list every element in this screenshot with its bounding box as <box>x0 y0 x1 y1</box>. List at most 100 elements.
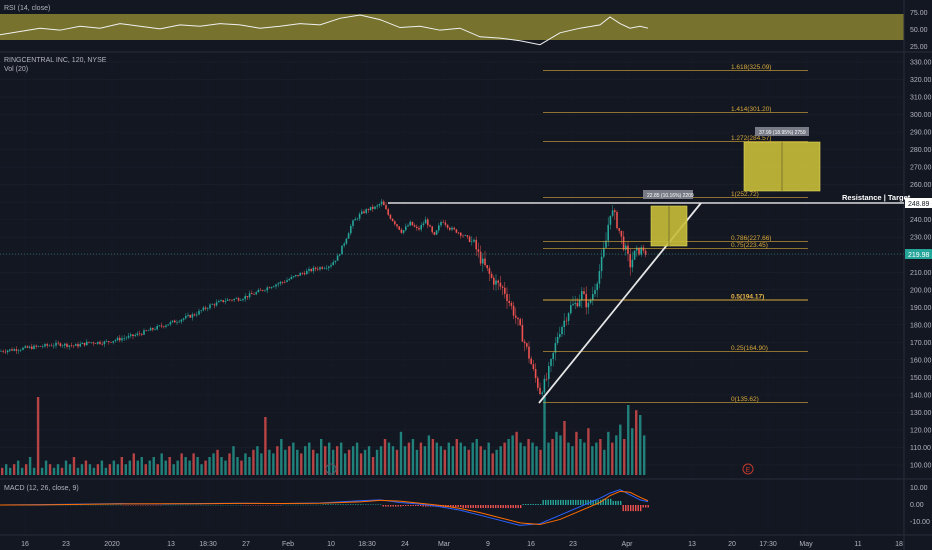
volume-bar <box>511 435 514 475</box>
candle-body <box>123 338 125 339</box>
volume-bar <box>316 453 319 475</box>
macd-histogram-bar <box>400 505 402 507</box>
volume-bar <box>24 464 28 475</box>
candle-body <box>92 342 95 344</box>
macd-histogram-bar <box>555 499 557 505</box>
candle-body <box>4 351 7 353</box>
macd-histogram-bar <box>417 505 419 507</box>
candle-body <box>424 219 427 224</box>
macd-histogram-bar <box>335 504 337 505</box>
candle-body <box>81 342 84 345</box>
price-tick-label: 230.00 <box>910 235 932 242</box>
candle-body <box>154 329 156 330</box>
candle-body <box>365 209 367 214</box>
candle-body <box>229 299 231 301</box>
volume-bar <box>184 457 187 475</box>
volume-bar <box>272 453 275 475</box>
candle-body <box>13 349 15 351</box>
candle-body <box>504 287 506 294</box>
price-tick-label: 290.00 <box>910 130 932 137</box>
time-tick-label: 23 <box>62 541 70 548</box>
volume-bar <box>623 439 626 475</box>
candle-body <box>61 345 64 347</box>
volume-bar <box>551 439 554 475</box>
price-tick-label: 270.00 <box>910 165 932 172</box>
macd-histogram-bar <box>550 499 552 505</box>
candle-body <box>422 223 425 226</box>
earnings-marker-glyph: E <box>746 467 751 474</box>
macd-histogram-bar <box>480 505 482 509</box>
candle-body <box>231 299 233 301</box>
volume-bar <box>491 453 494 475</box>
time-tick-label: May <box>799 541 813 548</box>
candle-body <box>374 206 376 209</box>
volume-bar <box>256 446 259 475</box>
candle-body <box>521 325 524 342</box>
volume-bar <box>132 453 135 475</box>
candle-body <box>398 226 400 230</box>
volume-bar <box>168 457 171 475</box>
candle-body <box>187 315 189 317</box>
candle-body <box>189 315 191 318</box>
candle-body <box>376 205 378 207</box>
candle-body <box>510 302 513 306</box>
macd-histogram-bar <box>637 505 639 512</box>
volume-bar <box>339 442 343 475</box>
candle-body <box>215 302 218 306</box>
candle-body <box>301 273 304 274</box>
candle-body <box>176 322 178 323</box>
candle-body <box>411 221 414 226</box>
volume-bar <box>487 442 490 475</box>
candle-body <box>528 346 530 359</box>
volume-bar <box>351 446 355 475</box>
candle-body <box>308 269 310 271</box>
candle-body <box>145 330 147 331</box>
price-tick-label: 120.00 <box>910 427 932 434</box>
candle-body <box>620 230 623 237</box>
candle-body <box>358 213 361 219</box>
volume-bar <box>607 431 610 475</box>
candle-body <box>345 238 348 244</box>
candle-body <box>609 215 612 225</box>
macd-histogram-bar <box>597 499 599 505</box>
rsi-tick: 75.00 <box>910 10 928 17</box>
macd-histogram-bar <box>502 505 504 509</box>
candle-body <box>334 260 337 263</box>
candle-body <box>171 320 174 323</box>
macd-histogram-bar <box>330 504 332 505</box>
volume-bar <box>563 421 566 475</box>
candle-body <box>222 300 224 302</box>
candle-body <box>471 241 473 243</box>
macd-histogram-bar <box>377 504 379 505</box>
volume-bar <box>423 446 427 475</box>
volume-bar <box>555 431 558 475</box>
volume-bar <box>280 439 283 475</box>
candle-body <box>387 209 389 215</box>
volume-bar <box>32 467 36 475</box>
candle-body <box>363 211 365 214</box>
volume-bars <box>1 395 646 475</box>
candle-body <box>644 250 647 255</box>
macd-histogram-bar <box>520 505 522 509</box>
macd-histogram-bar <box>367 504 369 505</box>
candle-body <box>427 219 429 226</box>
volume-bar <box>515 431 518 475</box>
macd-histogram-bar <box>392 505 394 507</box>
macd-histogram-bar <box>437 505 439 507</box>
candle-body <box>418 228 420 230</box>
candle-body <box>578 300 581 307</box>
volume-bar <box>499 446 502 475</box>
volume-bar <box>343 453 347 475</box>
candle-body <box>523 341 526 344</box>
candle-body <box>464 235 466 236</box>
candle-body <box>303 273 306 275</box>
macd-histogram-bar <box>407 505 409 507</box>
candle-body <box>17 350 20 351</box>
candle-body <box>11 349 13 351</box>
macd-histogram-bar <box>560 499 562 505</box>
candle-body <box>53 345 55 347</box>
candle-body <box>618 228 620 231</box>
fib-level-label: 1.618(325.09) <box>731 64 771 71</box>
volume-bar <box>84 460 88 475</box>
